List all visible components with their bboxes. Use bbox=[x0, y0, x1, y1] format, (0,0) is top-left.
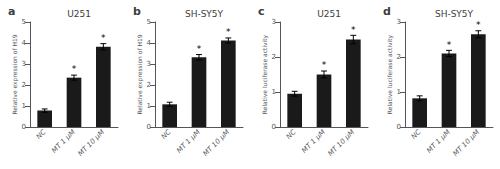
svg-text:MT 10 μM: MT 10 μM bbox=[76, 128, 106, 158]
svg-text:3: 3 bbox=[22, 60, 26, 68]
svg-text:d: d bbox=[383, 5, 391, 18]
svg-text:1: 1 bbox=[397, 88, 401, 96]
svg-text:a: a bbox=[8, 5, 15, 18]
svg-text:1: 1 bbox=[147, 102, 151, 110]
svg-text:4: 4 bbox=[22, 39, 27, 47]
svg-text:NC: NC bbox=[160, 128, 173, 141]
svg-text:2: 2 bbox=[22, 81, 26, 89]
svg-text:5: 5 bbox=[22, 18, 26, 26]
svg-text:MT 10 μM: MT 10 μM bbox=[451, 128, 481, 158]
svg-text:NC: NC bbox=[410, 128, 423, 141]
svg-text:*: * bbox=[101, 33, 106, 43]
svg-text:*: * bbox=[322, 60, 327, 70]
svg-text:U251: U251 bbox=[67, 9, 91, 19]
svg-text:MT 1 μM: MT 1 μM bbox=[300, 128, 327, 155]
svg-text:SH-SY5Y: SH-SY5Y bbox=[435, 9, 474, 19]
svg-text:*: * bbox=[476, 20, 481, 30]
svg-text:1: 1 bbox=[272, 88, 276, 96]
svg-text:MT 10 μM: MT 10 μM bbox=[326, 128, 356, 158]
svg-text:MT 10 μM: MT 10 μM bbox=[201, 128, 231, 158]
svg-text:4: 4 bbox=[147, 39, 152, 47]
svg-text:b: b bbox=[133, 5, 141, 18]
svg-text:0: 0 bbox=[147, 123, 151, 131]
svg-text:3: 3 bbox=[272, 18, 276, 26]
svg-text:Relative expression of H19: Relative expression of H19 bbox=[11, 34, 19, 114]
svg-text:2: 2 bbox=[397, 53, 401, 61]
svg-text:SH-SY5Y: SH-SY5Y bbox=[185, 9, 224, 19]
svg-text:c: c bbox=[258, 5, 265, 18]
svg-text:NC: NC bbox=[35, 128, 48, 141]
svg-text:Relative expression of H19: Relative expression of H19 bbox=[136, 34, 144, 114]
svg-text:0: 0 bbox=[22, 123, 26, 131]
svg-text:*: * bbox=[226, 27, 231, 37]
svg-text:*: * bbox=[197, 44, 202, 54]
svg-text:1: 1 bbox=[22, 102, 26, 110]
svg-text:Relative luciferase activity: Relative luciferase activity bbox=[261, 34, 269, 114]
svg-text:MT 1 μM: MT 1 μM bbox=[50, 128, 77, 155]
svg-text:NC: NC bbox=[285, 128, 298, 141]
svg-text:3: 3 bbox=[397, 18, 401, 26]
svg-text:0: 0 bbox=[397, 123, 401, 131]
svg-text:*: * bbox=[447, 40, 452, 50]
svg-text:5: 5 bbox=[147, 18, 151, 26]
svg-text:MT 1 μM: MT 1 μM bbox=[425, 128, 452, 155]
svg-text:MT 1 μM: MT 1 μM bbox=[175, 128, 202, 155]
svg-text:*: * bbox=[351, 25, 356, 35]
svg-text:*: * bbox=[72, 64, 77, 74]
svg-text:3: 3 bbox=[147, 60, 151, 68]
svg-text:0: 0 bbox=[272, 123, 276, 131]
svg-text:2: 2 bbox=[272, 53, 276, 61]
svg-text:2: 2 bbox=[147, 81, 151, 89]
svg-text:Relative luciferase activity: Relative luciferase activity bbox=[386, 34, 394, 114]
svg-text:U251: U251 bbox=[317, 9, 341, 19]
